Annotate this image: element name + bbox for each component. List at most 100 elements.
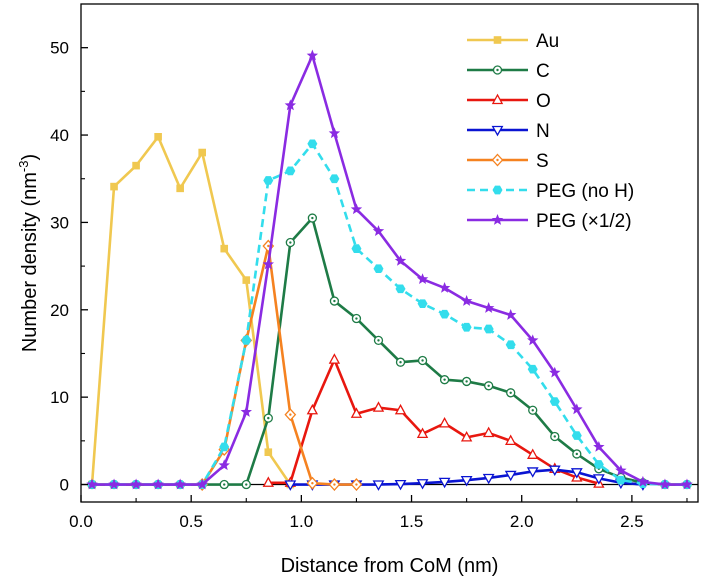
star-marker <box>571 403 583 415</box>
data-point <box>505 340 516 350</box>
data-point <box>285 166 296 176</box>
legend-label: PEG (no H) <box>536 181 634 202</box>
data-point <box>394 403 407 415</box>
marker-center-dot <box>289 413 292 416</box>
square-marker <box>110 182 118 191</box>
hexagon-marker <box>285 166 296 176</box>
triangle-up-marker <box>438 417 451 428</box>
data-point <box>240 406 252 417</box>
marker-center-dot <box>245 483 248 486</box>
star-marker <box>394 254 407 266</box>
triangle-down-marker <box>592 474 605 485</box>
square-marker <box>154 133 162 141</box>
x-tick-label: 1.0 <box>290 512 314 531</box>
data-point <box>570 468 583 479</box>
data-point <box>196 478 208 490</box>
data-point <box>482 426 495 438</box>
data-point <box>438 281 451 293</box>
star-marker <box>284 99 297 111</box>
data-point <box>438 417 451 428</box>
data-point <box>372 225 385 237</box>
data-point <box>86 478 98 490</box>
data-point <box>242 276 251 284</box>
triangle-up-marker <box>482 426 495 438</box>
data-point <box>350 478 363 491</box>
data-point <box>491 214 504 225</box>
hexagon-marker <box>351 244 362 253</box>
data-point <box>571 431 582 440</box>
data-point <box>528 405 538 415</box>
data-point <box>417 355 428 366</box>
marker-center-dot <box>355 483 358 486</box>
marker-center-dot <box>377 339 380 342</box>
data-point <box>351 244 362 253</box>
data-point <box>328 353 341 364</box>
data-point <box>460 476 473 487</box>
y-tick-label: 0 <box>60 476 69 495</box>
data-point <box>593 440 605 452</box>
marker-center-dot <box>443 378 446 381</box>
data-point <box>461 322 472 332</box>
square-marker <box>493 36 502 44</box>
data-point <box>220 244 229 253</box>
data-point <box>483 324 494 334</box>
data-point <box>329 174 340 184</box>
x-tick-label: 2.5 <box>620 512 644 531</box>
data-point <box>350 407 363 418</box>
data-point <box>417 299 428 308</box>
data-point <box>615 475 626 485</box>
star-marker <box>306 49 319 61</box>
data-point <box>659 478 671 490</box>
data-point <box>372 401 385 412</box>
triangle-down-marker <box>570 468 583 479</box>
x-axis-title: Distance from CoM (nm) <box>281 555 499 577</box>
legend-item: S <box>467 151 549 172</box>
hexagon-marker <box>417 299 428 308</box>
data-point <box>482 302 495 313</box>
star-marker <box>130 478 142 490</box>
y-axis-title-close: ) <box>19 154 41 161</box>
data-point <box>460 295 473 306</box>
data-point <box>264 448 273 456</box>
data-point <box>484 381 494 391</box>
y-axis-title-main: Number density (nm <box>19 172 41 352</box>
hexagon-marker <box>329 174 340 184</box>
data-point <box>549 366 561 378</box>
hexagon-marker <box>483 324 494 334</box>
x-tick-label: 1.5 <box>400 512 424 531</box>
marker-center-dot <box>311 482 314 485</box>
marker-center-dot <box>496 158 499 162</box>
data-point <box>306 476 319 490</box>
star-marker <box>262 258 275 270</box>
data-point <box>152 478 164 490</box>
data-point <box>504 309 517 320</box>
y-tick-label: 50 <box>50 39 69 58</box>
star-marker <box>504 309 517 320</box>
data-point <box>108 478 120 490</box>
data-point <box>637 475 649 487</box>
x-tick-label: 0.0 <box>69 512 93 531</box>
triangle-up-marker <box>328 353 341 364</box>
star-marker <box>460 295 473 306</box>
triangle-up-marker <box>306 403 319 415</box>
star-marker <box>491 214 504 225</box>
triangle-up-marker <box>416 427 429 439</box>
marker-center-dot <box>311 216 314 220</box>
star-marker <box>218 459 230 471</box>
data-point <box>241 479 251 490</box>
data-point <box>351 313 362 324</box>
triangle-down-marker <box>394 479 407 491</box>
marker-center-dot <box>223 483 226 486</box>
star-marker <box>482 302 495 313</box>
triangle-down-marker <box>526 467 539 478</box>
marker-center-dot <box>333 483 336 486</box>
data-point <box>198 148 206 157</box>
marker-center-dot <box>267 244 270 248</box>
square-marker <box>220 244 229 253</box>
data-point <box>395 284 406 294</box>
data-point <box>572 449 582 459</box>
data-point <box>527 448 539 459</box>
legend-item: C <box>467 61 550 82</box>
